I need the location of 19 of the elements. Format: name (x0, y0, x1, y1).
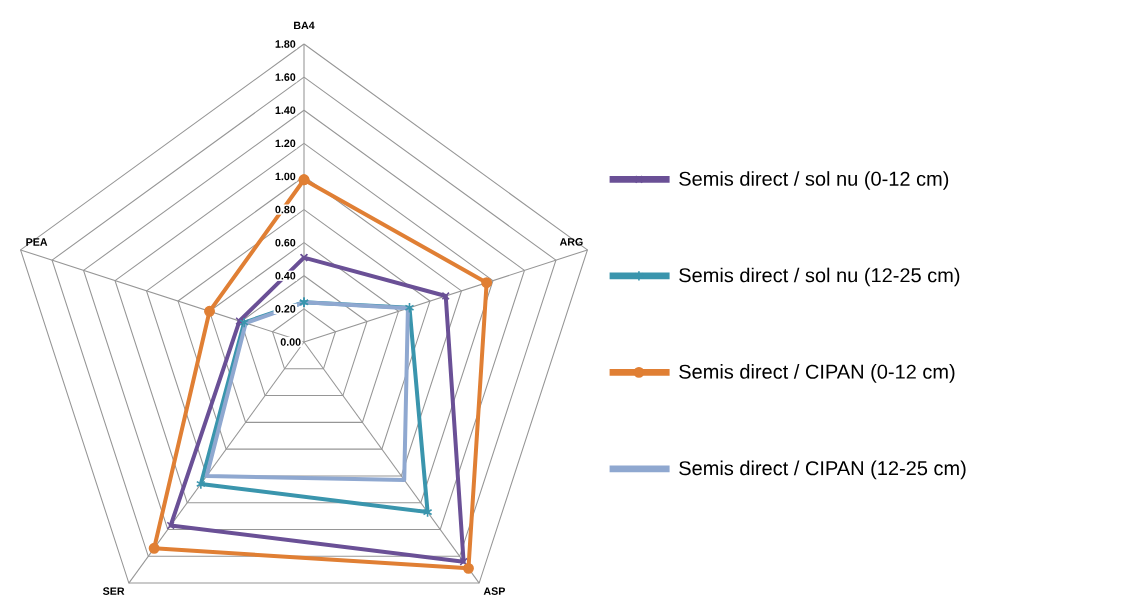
legend-label: Semis direct / CIPAN (12-25 cm) (679, 460, 966, 480)
y-tick-label: 1.60 (275, 73, 296, 81)
y-tick-label: 0.60 (275, 238, 296, 247)
y-tick-label: 1.20 (275, 139, 296, 148)
spoke-label: BA4 (294, 21, 315, 30)
y-tick-label: 1.00 (275, 172, 296, 181)
spoke-label: ARG (559, 238, 583, 246)
spoke-label: ASP (483, 587, 505, 595)
spoke-label: SER (102, 587, 125, 595)
y-tick-label: 1.40 (275, 106, 296, 114)
spoke-label: PEA (26, 238, 48, 246)
legend-label: Semis direct / sol nu (12-25 cm) (679, 267, 960, 287)
y-tick-label: 1.80 (275, 40, 296, 48)
y-tick-label: 0.00 (280, 338, 301, 346)
y-tick-label: 0.40 (275, 272, 296, 280)
y-tick-label: 0.80 (275, 205, 296, 214)
legend-label: Semis direct / CIPAN (0-12 cm) (679, 364, 955, 383)
legend-label: Semis direct / sol nu (0-12 cm) (679, 171, 949, 190)
y-tick-label: 0.20 (275, 305, 296, 313)
